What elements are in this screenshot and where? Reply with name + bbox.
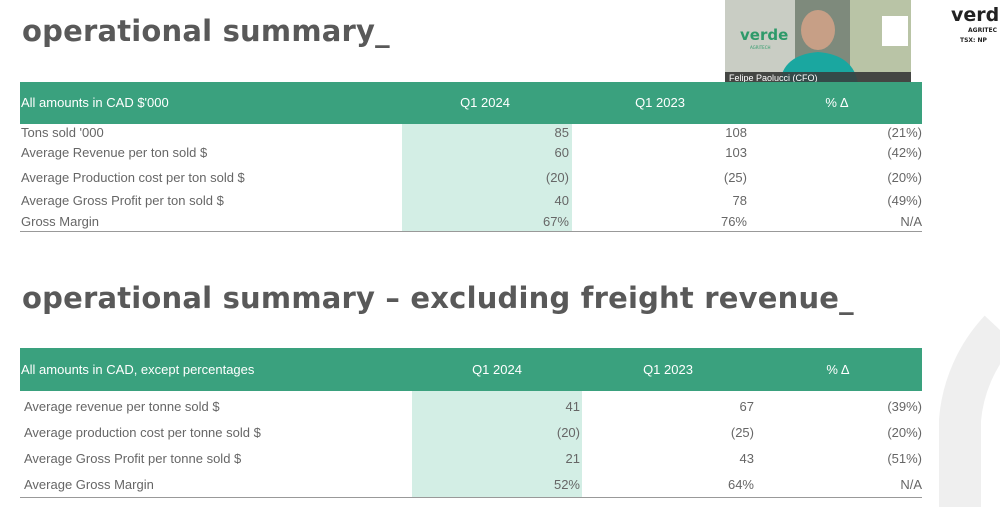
cell-value: 67% [542,214,569,229]
cell-value: 21 [565,451,580,466]
row-label: Tons sold '000 [21,125,104,140]
column-header: All amounts in CAD $'000 [21,95,169,110]
row-label: Average production cost per tonne sold $ [24,425,261,440]
cell-value: 64% [727,477,754,492]
corner-ticker: TSX: NP [960,37,988,44]
column-header: % Δ [826,361,850,377]
cell-value: (20%) [887,170,922,185]
corner-logo-sub: AGRITEC [968,27,998,34]
cell-value: 108 [725,125,747,140]
column-header: Q1 2024 [460,95,510,110]
section-title: operational summary – excluding freight … [22,281,854,315]
table-bottom-rule [20,497,922,498]
cell-value: (20) [545,170,569,185]
webcam-wall [725,0,795,72]
webcam-logo: verde [740,26,788,44]
cell-value: 60 [554,145,569,160]
row-label: Average Gross Margin [24,477,154,492]
cell-value: N/A [900,214,922,229]
cell-value: (49%) [887,193,922,208]
webcam-caption: Felipe Paolucci (CFO) [729,73,818,83]
cell-value: 52% [553,477,580,492]
cell-value: 103 [725,145,747,160]
qr-code [882,16,908,46]
cell-value: (42%) [887,145,922,160]
caption-bar [725,72,911,84]
cell-value: (25) [723,170,747,185]
cell-value: N/A [900,477,922,492]
column-header: % Δ [825,95,849,110]
cell-value: (20) [556,425,580,440]
cell-value: (21%) [887,125,922,140]
row-label: Average Gross Profit per ton sold $ [21,193,224,208]
cell-value: 41 [565,399,580,414]
cell-value: 67 [739,399,754,414]
row-label: Average Revenue per ton sold $ [21,145,208,160]
cell-value: (51%) [887,451,922,466]
column-header: Q1 2023 [635,95,685,110]
arc-decor [939,315,1000,507]
table-header [20,82,922,124]
table-header [20,348,922,391]
corner-logo: verde [951,4,1000,26]
section-title: operational summary_ [22,14,390,48]
webcam-logo-sub: AGRITECH [750,45,771,50]
column-header: Q1 2023 [643,361,693,377]
table-bottom-rule [20,231,922,232]
column-header: Q1 2024 [472,361,522,377]
cell-value: (25) [730,425,754,440]
row-label: Gross Margin [21,214,100,229]
person-head [801,10,835,50]
row-label: Average revenue per tonne sold $ [24,399,220,414]
highlight-column [412,391,582,497]
cell-value: (20%) [887,425,922,440]
cell-value: 76% [720,214,747,229]
cell-value: 40 [554,193,569,208]
column-header: All amounts in CAD, except percentages [21,361,255,377]
row-label: Average Gross Profit per tonne sold $ [24,451,242,466]
cell-value: (39%) [887,399,922,414]
highlight-column [402,124,572,231]
cell-value: 85 [554,125,569,140]
cell-value: 43 [739,451,754,466]
row-label: Average Production cost per ton sold $ [21,170,245,185]
cell-value: 78 [732,193,747,208]
